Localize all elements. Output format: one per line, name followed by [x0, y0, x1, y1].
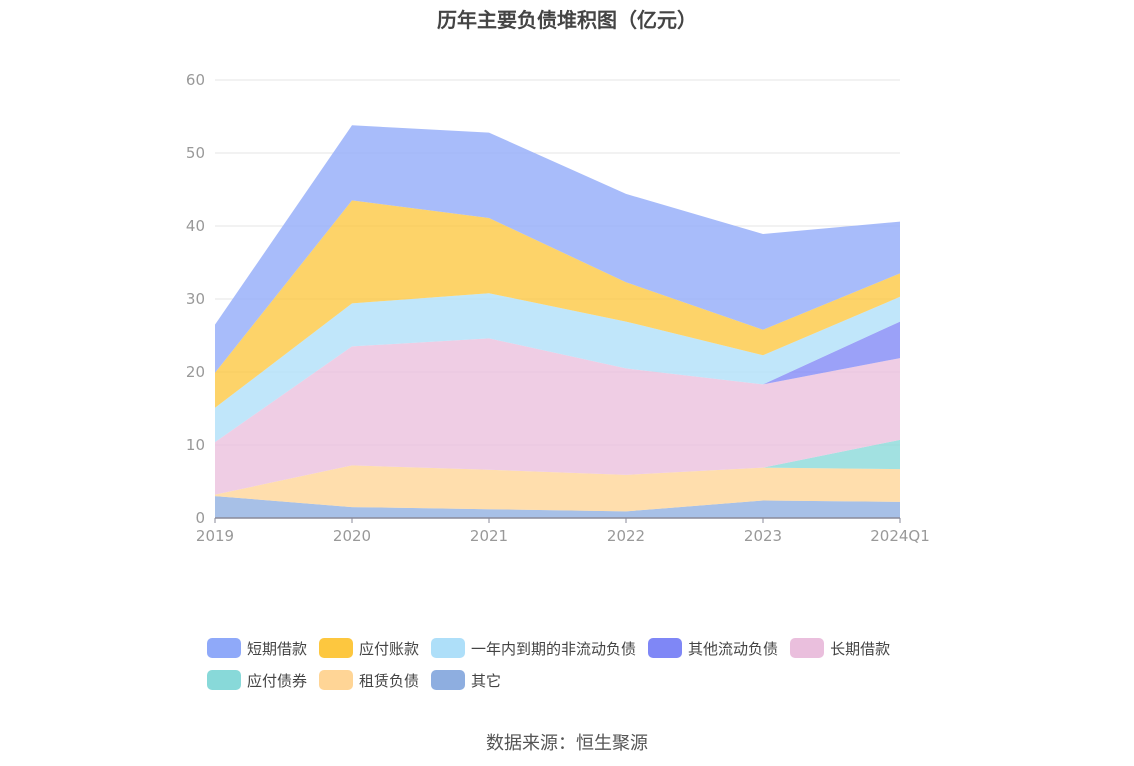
legend-label: 应付债券: [247, 671, 308, 690]
legend-item[interactable]: 其他流动负债: [648, 638, 778, 659]
legend: 短期借款 应付账款 一年内到期的非流动负债 其他流动负债 长期借款应付债券 租赁负债 其它: [207, 632, 967, 696]
legend-label: 其他流动负债: [688, 639, 779, 658]
legend-swatch: [319, 670, 354, 690]
area-series-租赁负债[interactable]: [215, 465, 900, 512]
area-series-一年内到期的非流动负债[interactable]: [215, 293, 900, 443]
y-tick-label: 60: [186, 71, 205, 89]
legend-swatch: [319, 638, 354, 658]
x-tick-label: 2019: [196, 527, 234, 545]
x-tick-label: 2022: [607, 527, 645, 545]
x-tick-label: 2023: [744, 527, 782, 545]
legend-item[interactable]: 应付账款: [319, 638, 419, 659]
legend-row: 短期借款 应付账款 一年内到期的非流动负债 其他流动负债 长期借款: [207, 632, 967, 664]
legend-label: 其它: [471, 671, 502, 690]
legend-swatch: [431, 670, 466, 690]
legend-label: 应付账款: [359, 639, 420, 658]
legend-item[interactable]: 长期借款: [790, 638, 890, 659]
y-tick-label: 0: [195, 509, 205, 527]
legend-item[interactable]: 应付债券: [207, 670, 307, 691]
legend-label: 长期借款: [830, 639, 891, 658]
y-tick-label: 10: [186, 436, 205, 454]
x-tick-label: 2024Q1: [870, 527, 930, 545]
y-tick-label: 30: [186, 290, 205, 308]
chart-plot: 0 10 20 30 40 50 60 2019 2020 2021 2022 2023 2024Q1: [186, 71, 930, 545]
legend-label: 租赁负债: [359, 671, 420, 690]
x-tick-label: 2021: [470, 527, 508, 545]
legend-swatch: [431, 638, 466, 658]
chart-title: 历年主要负债堆积图（亿元）: [437, 8, 697, 32]
legend-swatch: [790, 638, 825, 658]
legend-item[interactable]: 租赁负债: [319, 670, 419, 691]
area-series-应付账款[interactable]: [215, 200, 900, 408]
legend-swatch: [207, 638, 241, 658]
data-source: 数据来源：恒生聚源: [486, 733, 648, 754]
y-tick-label: 50: [186, 144, 205, 162]
legend-swatch: [648, 638, 683, 658]
area-series-其它[interactable]: [215, 496, 900, 518]
x-tick-label: 2020: [333, 527, 371, 545]
legend-swatch: [207, 670, 241, 690]
legend-item[interactable]: 其它: [431, 670, 501, 691]
y-tick-label: 20: [186, 363, 205, 381]
y-tick-label: 40: [186, 217, 205, 235]
legend-item[interactable]: 一年内到期的非流动负债: [431, 638, 636, 659]
area-series-长期借款[interactable]: [215, 338, 900, 495]
legend-item[interactable]: 短期借款: [207, 638, 307, 659]
legend-row: 应付债券 租赁负债 其它: [207, 664, 967, 696]
legend-label: 短期借款: [247, 639, 308, 658]
area-series-短期借款[interactable]: [215, 125, 900, 373]
legend-label: 一年内到期的非流动负债: [471, 639, 637, 658]
